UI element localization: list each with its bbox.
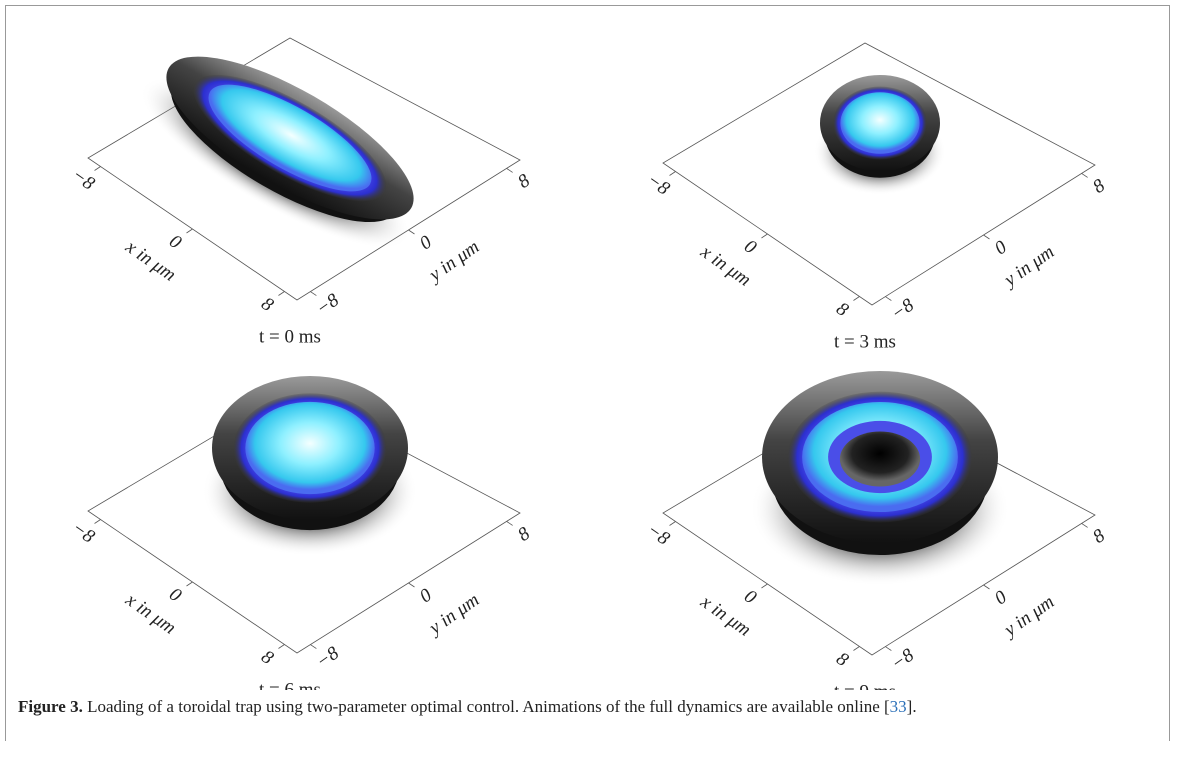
time-label: t = 0 ms <box>259 326 321 347</box>
density-surface <box>202 376 418 556</box>
time-label: t = 9 ms <box>834 681 896 690</box>
density-surface <box>750 371 1010 586</box>
tick-mark <box>310 645 316 649</box>
tick-mark <box>95 167 101 171</box>
y-tick-label: −8 <box>888 644 919 674</box>
y-tick-label: 8 <box>1089 525 1109 548</box>
surface-core <box>245 402 374 494</box>
caption-text: Loading of a toroidal trap using two-par… <box>87 697 890 716</box>
caption: Figure 3. Loading of a toroidal trap usi… <box>18 697 1158 717</box>
tick-mark <box>507 521 513 525</box>
tick-mark <box>670 522 676 526</box>
tick-mark <box>885 297 891 301</box>
tick-mark <box>1082 523 1088 527</box>
y-axis-label: y in μm <box>999 241 1059 291</box>
x-tick-label: −8 <box>643 520 674 550</box>
x-tick-label: 0 <box>165 231 185 254</box>
x-tick-label: −8 <box>68 518 99 548</box>
y-tick-label: 0 <box>416 231 436 254</box>
y-tick-label: −8 <box>313 642 344 672</box>
page: {"figure": { "panels": [ {"x_label": "x … <box>0 0 1179 771</box>
tick-mark <box>984 585 990 589</box>
tick-mark <box>409 583 415 587</box>
y-tick-label: 8 <box>1089 175 1109 198</box>
y-tick-label: 0 <box>416 584 436 607</box>
y-tick-label: 0 <box>991 236 1011 259</box>
caption-ref[interactable]: 33 <box>890 697 907 716</box>
y-tick-label: 0 <box>991 586 1011 609</box>
y-axis-label: y in μm <box>999 591 1059 641</box>
x-tick-label: 0 <box>165 584 185 607</box>
y-axis-label: y in μm <box>424 589 484 639</box>
tick-mark <box>853 296 859 300</box>
x-tick-label: −8 <box>68 165 99 195</box>
y-axis-label: y in μm <box>424 236 484 286</box>
tick-mark <box>278 291 284 295</box>
time-label: t = 3 ms <box>834 331 896 352</box>
tick-mark <box>670 172 676 176</box>
y-tick-label: −8 <box>888 294 919 324</box>
tick-mark <box>95 520 101 524</box>
density-surface <box>121 19 448 277</box>
tick-mark <box>310 292 316 296</box>
tick-mark <box>187 229 193 233</box>
x-tick-label: 8 <box>832 298 852 321</box>
tick-mark <box>885 647 891 651</box>
caption-end: ]. <box>907 697 917 716</box>
surface-core <box>840 92 919 153</box>
y-tick-label: 8 <box>514 170 534 193</box>
x-tick-label: 0 <box>740 586 760 609</box>
tick-mark <box>278 644 284 648</box>
tick-mark <box>984 235 990 239</box>
x-tick-label: 8 <box>832 648 852 671</box>
tick-mark <box>507 168 513 172</box>
x-tick-label: 8 <box>257 293 277 316</box>
tick-mark <box>853 646 859 650</box>
tick-mark <box>762 584 768 588</box>
caption-label: Figure 3. <box>18 697 83 716</box>
tick-mark <box>187 582 193 586</box>
x-tick-label: 0 <box>740 236 760 259</box>
time-label: t = 6 ms <box>259 679 321 690</box>
tick-mark <box>762 234 768 238</box>
x-tick-label: 8 <box>257 646 277 669</box>
y-tick-label: −8 <box>313 289 344 319</box>
y-tick-label: 8 <box>514 523 534 546</box>
density-surface <box>814 75 946 195</box>
torus-hole <box>840 431 920 486</box>
x-tick-label: −8 <box>643 170 674 200</box>
tick-mark <box>1082 173 1088 177</box>
